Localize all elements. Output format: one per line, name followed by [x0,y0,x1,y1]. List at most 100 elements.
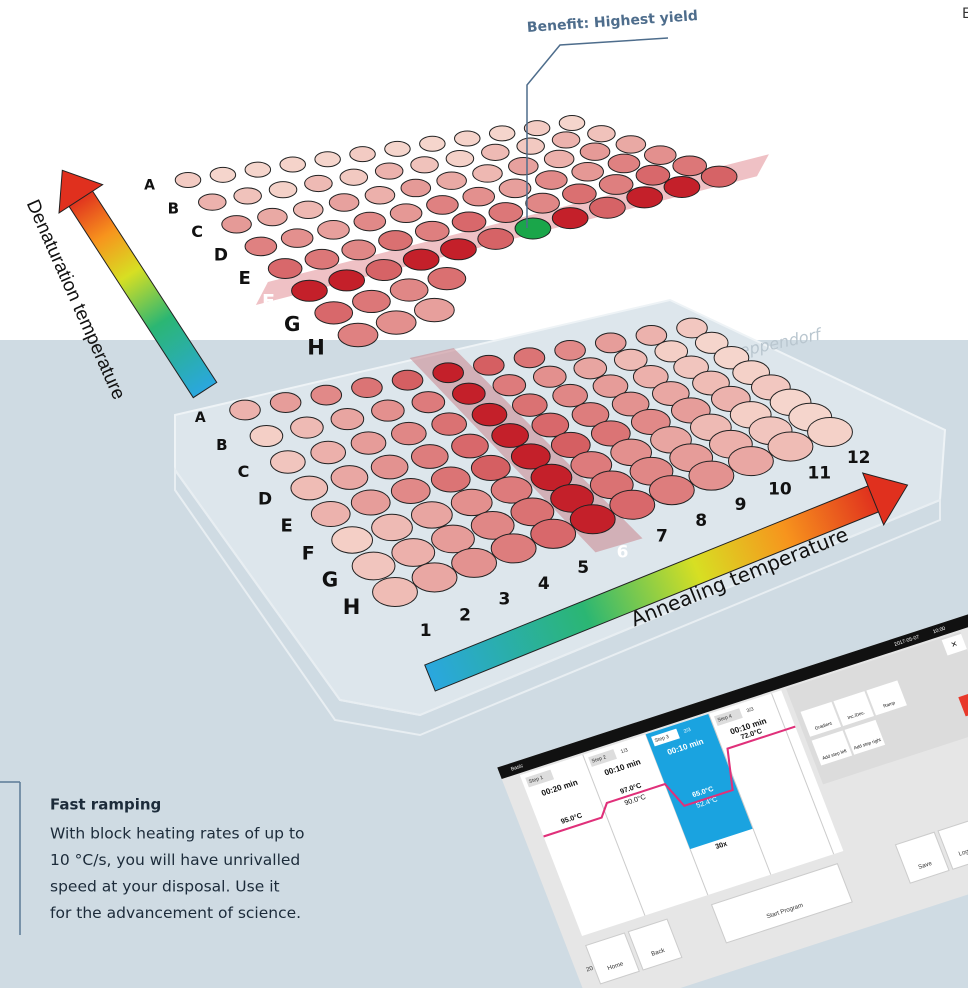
tool-btn[interactable] [800,701,842,737]
step-tag [525,769,555,788]
well [349,146,376,163]
column-label: 6 [617,542,629,562]
well [571,402,610,427]
well [370,454,409,480]
tool-btn[interactable] [833,691,875,727]
well [244,236,278,257]
well [330,465,369,490]
back-btn[interactable] [627,918,683,971]
well [727,446,774,477]
well [488,125,516,142]
well [411,391,446,414]
row-label: C [191,222,203,241]
well [233,187,262,205]
well [530,463,573,492]
close-btn[interactable] [941,633,967,656]
well [531,412,570,438]
tool-label: Ramp [882,700,896,709]
step-divider [708,713,772,875]
well [473,354,505,376]
well [431,412,467,436]
well [462,186,496,207]
well [389,278,429,302]
well [673,355,709,379]
well [291,279,328,302]
row-label: G [322,567,338,591]
tool-btn[interactable] [844,719,886,755]
start-btn[interactable] [710,863,853,944]
close: × [950,639,960,651]
well [510,443,551,470]
well [550,431,591,459]
well [390,477,431,505]
well [511,393,548,417]
column-label: 10 [768,479,792,499]
step-name: Step 1 [528,775,544,785]
well [402,248,440,271]
well [268,181,298,199]
well [317,220,350,240]
well [410,156,439,174]
well [570,451,613,479]
well [371,513,413,542]
feature-text: 10 °C/s, you will have unrivalled [50,851,300,869]
well [643,145,677,165]
callout-line [526,37,669,228]
well [410,501,453,529]
well [470,511,515,540]
step-tag [713,708,743,726]
well [270,450,306,474]
home-btn[interactable] [585,932,640,985]
well [590,420,631,447]
lid-temp: 20 [585,965,595,974]
column-label: 5 [577,558,589,578]
well [310,500,351,528]
well [351,551,396,581]
well [310,440,347,465]
well [471,402,508,427]
well [594,332,627,354]
well [550,483,594,513]
well [269,392,302,413]
well [209,166,237,183]
well [694,331,729,354]
row-label: G [284,312,300,336]
temp-profile [543,725,796,838]
well [488,202,524,223]
well [551,207,589,230]
logout-btn[interactable] [937,817,968,870]
well [613,348,648,371]
row-label: D [214,246,228,266]
well [587,125,616,143]
well [330,408,365,431]
well [310,384,343,406]
home-label: Home [606,960,625,972]
well [532,365,567,388]
well [389,203,423,224]
well [304,248,340,270]
tool-btn[interactable] [811,730,853,766]
well [430,466,471,493]
tool-btn[interactable] [866,680,907,716]
step-tag [651,728,680,747]
well [490,533,537,564]
well [328,269,366,292]
well [249,424,284,448]
well [414,220,450,242]
well [571,161,604,182]
well [472,164,503,183]
delete-btn[interactable] [958,689,968,717]
save-btn[interactable] [894,831,950,884]
well [672,155,708,177]
header: Basic [510,763,524,773]
column-label: 4 [538,574,550,594]
row-label: B [216,436,227,454]
well [492,374,527,397]
well [350,489,391,516]
column-label: 12 [847,448,871,468]
well [632,364,669,389]
well [440,238,477,261]
well [339,168,369,186]
well [510,497,555,527]
